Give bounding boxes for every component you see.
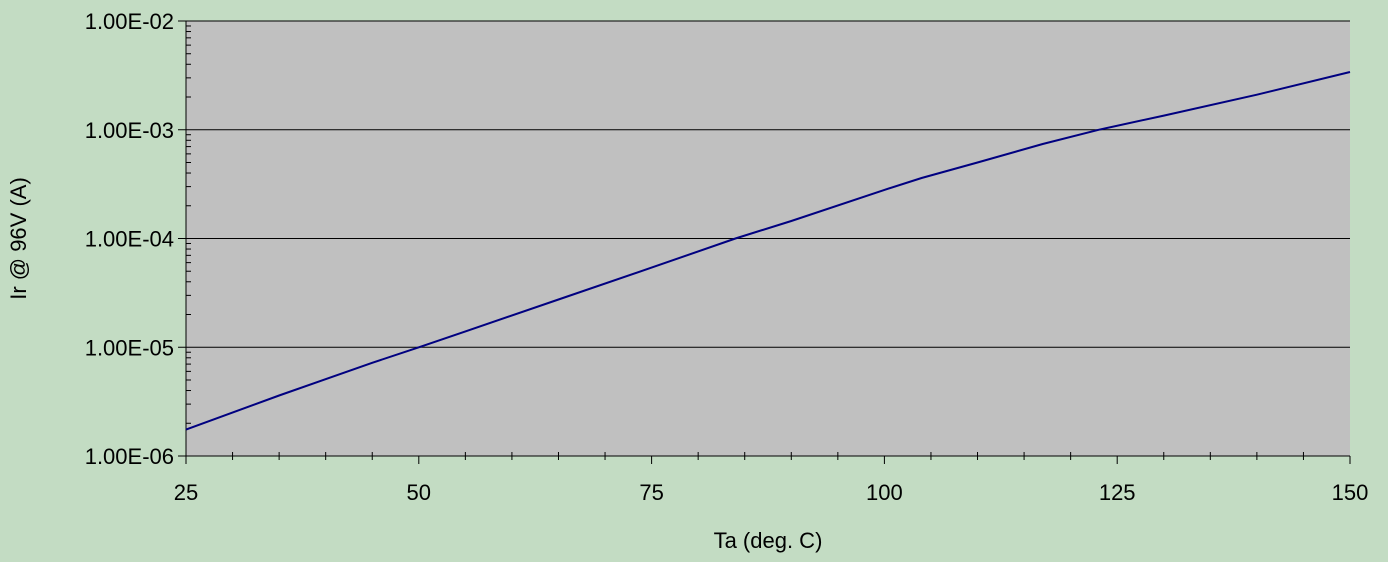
series-line xyxy=(185,71,1351,431)
y-tick-label: 1.00E-05 xyxy=(85,335,174,360)
y-ticks: 1.00E-06 1.00E-05 1.00E-04 1.00E-03 1.00E-02 xyxy=(85,9,186,469)
series-layer xyxy=(185,71,1351,431)
x-tick-label: 125 xyxy=(1099,480,1136,505)
x-ticks: 25 50 75 100 125 150 xyxy=(174,456,1369,505)
x-tick-label: 25 xyxy=(174,480,198,505)
x-tick-label: 50 xyxy=(407,480,431,505)
x-tick-label: 150 xyxy=(1332,480,1369,505)
y-axis-title: Ir @ 96V (A) xyxy=(6,177,31,300)
gridlines xyxy=(186,20,1350,348)
y-tick-label: 1.00E-03 xyxy=(85,118,174,143)
x-tick-label: 100 xyxy=(866,480,903,505)
y-tick-label: 1.00E-02 xyxy=(85,9,174,34)
y-tick-label: 1.00E-06 xyxy=(85,444,174,469)
x-tick-label: 75 xyxy=(639,480,663,505)
y-tick-label: 1.00E-04 xyxy=(85,227,174,252)
x-axis-title: Ta (deg. C) xyxy=(714,528,823,553)
